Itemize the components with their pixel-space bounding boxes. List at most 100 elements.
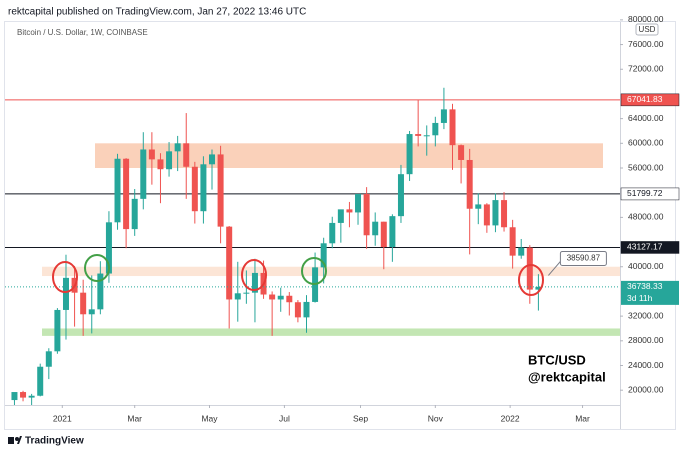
y-tick-label: 40000.00 bbox=[628, 261, 664, 271]
y-tick-label: 60000.00 bbox=[628, 138, 664, 148]
tradingview-logo bbox=[8, 436, 22, 444]
callout-label: 38590.87 bbox=[567, 254, 601, 263]
red-circle bbox=[241, 259, 267, 291]
candle-body bbox=[183, 143, 190, 167]
candle-body bbox=[97, 273, 104, 310]
candle-body bbox=[166, 151, 173, 170]
candle-body bbox=[20, 392, 27, 398]
candle-body bbox=[234, 293, 241, 300]
publish-header: rektcapital published on TradingView.com… bbox=[8, 7, 306, 18]
candle-body bbox=[251, 272, 258, 293]
candle-body bbox=[492, 200, 499, 226]
plot-area bbox=[5, 87, 620, 405]
candle-body bbox=[269, 294, 276, 300]
candle-body bbox=[157, 159, 164, 170]
candle-body bbox=[28, 395, 35, 398]
candle-body bbox=[518, 247, 525, 256]
candle-body bbox=[105, 222, 112, 274]
candle-body bbox=[509, 227, 516, 256]
x-tick-label: Sep bbox=[353, 413, 368, 423]
logo-shape bbox=[17, 436, 22, 444]
candle-body bbox=[440, 109, 447, 123]
candle-body bbox=[294, 302, 301, 318]
candle-body bbox=[397, 174, 404, 217]
y-tick-label: 72000.00 bbox=[628, 64, 664, 74]
y-unit: USD bbox=[639, 25, 656, 34]
annotation-text: BTC/USD bbox=[528, 352, 586, 367]
candle-body bbox=[363, 193, 370, 236]
countdown-label: 3d 11h bbox=[627, 293, 653, 303]
candle-body bbox=[320, 243, 327, 268]
candle-body bbox=[475, 204, 482, 209]
candle-body bbox=[37, 366, 44, 396]
unit-box bbox=[635, 23, 659, 36]
price-label: 43127.17 bbox=[627, 242, 663, 252]
candle-body bbox=[526, 247, 533, 290]
x-tick-label: Mar bbox=[127, 413, 142, 423]
candle-body bbox=[406, 134, 413, 175]
support-zone bbox=[42, 328, 620, 336]
callout-pointer bbox=[548, 261, 561, 276]
chart-frame bbox=[4, 21, 676, 430]
price-label: 67041.83 bbox=[627, 94, 663, 104]
price-label-box bbox=[620, 187, 680, 201]
candle-body bbox=[209, 154, 216, 165]
x-tick-label: Jul bbox=[279, 413, 290, 423]
candle-body bbox=[226, 226, 233, 300]
y-tick-label: 28000.00 bbox=[628, 335, 664, 345]
candle-body bbox=[501, 200, 508, 228]
x-tick-label: May bbox=[201, 413, 218, 423]
candle-body bbox=[458, 145, 465, 160]
support-zone bbox=[42, 266, 620, 277]
red-circle bbox=[52, 261, 78, 293]
candle-body bbox=[286, 295, 293, 303]
price-label-box bbox=[620, 93, 680, 107]
candle-body bbox=[466, 159, 473, 209]
candle-body bbox=[114, 158, 121, 223]
candle-body bbox=[243, 292, 250, 294]
candle-body bbox=[483, 204, 490, 226]
green-circle bbox=[84, 254, 110, 282]
y-tick-label: 48000.00 bbox=[628, 212, 664, 222]
candle-body bbox=[200, 164, 207, 212]
last-price-label: 36738.33 bbox=[627, 281, 663, 291]
candle-body bbox=[337, 209, 344, 223]
y-tick-label: 24000.00 bbox=[628, 360, 664, 370]
y-tick-label: 64000.00 bbox=[628, 113, 664, 123]
candle-body bbox=[535, 286, 542, 290]
candle-body bbox=[80, 292, 87, 315]
green-circle bbox=[301, 257, 327, 285]
candle-body bbox=[45, 351, 52, 367]
candle-body bbox=[277, 295, 284, 300]
y-tick-label: 80000.00 bbox=[628, 14, 664, 24]
candle-body bbox=[389, 216, 396, 247]
candle-body bbox=[123, 158, 130, 230]
chart-title: Bitcoin / U.S. Dollar, 1W, COINBASE bbox=[17, 28, 148, 37]
y-tick-label: 56000.00 bbox=[628, 162, 664, 172]
candle-body bbox=[380, 221, 387, 247]
y-tick-label: 76000.00 bbox=[628, 39, 664, 49]
logo-shape bbox=[15, 437, 19, 441]
price-label: 51799.72 bbox=[627, 188, 663, 198]
annotation-text: @rektcapital bbox=[528, 369, 606, 384]
candle-body bbox=[346, 209, 353, 213]
candle-body bbox=[11, 392, 18, 401]
callout-box bbox=[559, 250, 607, 266]
candle-body bbox=[54, 309, 61, 352]
x-tick-label: 2022 bbox=[501, 413, 520, 423]
candle-body bbox=[303, 301, 310, 318]
candle-body bbox=[217, 154, 224, 227]
candle-body bbox=[329, 222, 336, 244]
candle-body bbox=[148, 149, 155, 160]
candle-body bbox=[62, 277, 69, 310]
candle-body bbox=[140, 149, 147, 199]
y-tick-label: 32000.00 bbox=[628, 310, 664, 320]
candle-body bbox=[191, 166, 198, 212]
footer-brand: TradingView bbox=[25, 436, 84, 447]
x-tick-label: Nov bbox=[428, 413, 444, 423]
y-tick-label: 20000.00 bbox=[628, 384, 664, 394]
x-tick-label: Mar bbox=[575, 413, 590, 423]
candle-body bbox=[174, 143, 181, 152]
candle-body bbox=[88, 309, 95, 315]
